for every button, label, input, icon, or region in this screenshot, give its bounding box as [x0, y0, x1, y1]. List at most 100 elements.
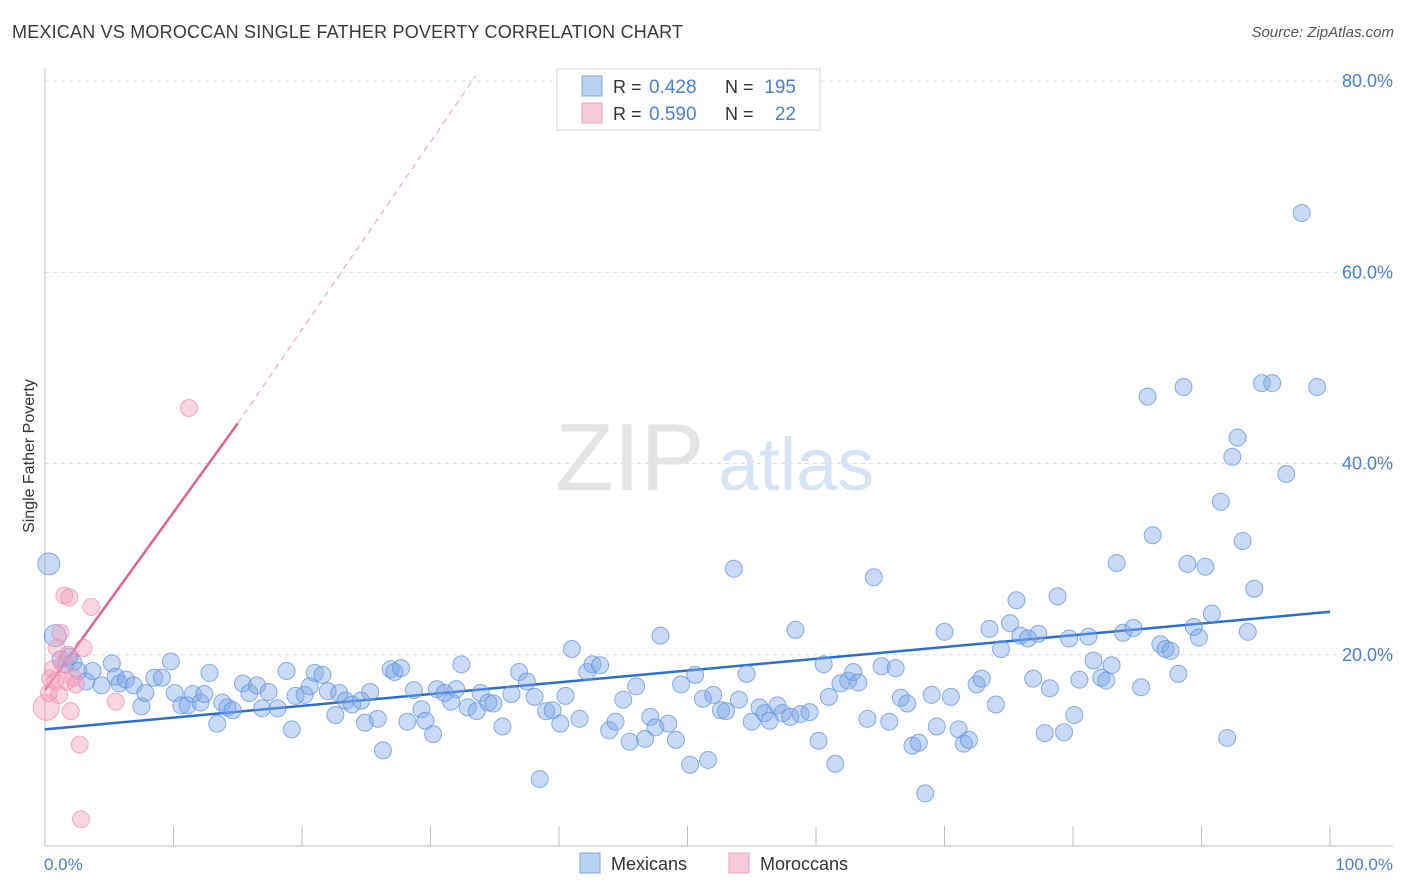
- mexicans-point: [1211, 492, 1230, 511]
- mexicans-point: [398, 712, 417, 731]
- mexicans-point: [233, 674, 252, 693]
- mexicans-point: [1138, 387, 1157, 406]
- mexicans-point: [1102, 656, 1121, 675]
- mexicans-point: [1174, 378, 1193, 396]
- mexicans-point: [1233, 531, 1252, 550]
- mexicans-point: [458, 698, 477, 717]
- legend-r-value-moroccans: 0.590: [649, 104, 697, 125]
- legend-swatch-mexicans: [581, 75, 603, 97]
- mexicans-point: [213, 693, 232, 712]
- mexicans-point: [1178, 554, 1197, 573]
- mexicans-point: [562, 640, 581, 659]
- legend-n-value-mexicans: 195: [764, 77, 796, 98]
- mexicans-point: [967, 675, 986, 694]
- legend-r-label-mexicans: R =: [613, 77, 642, 97]
- mexicans-point: [530, 770, 549, 789]
- legend-bottom-swatch-moroccans: [728, 852, 750, 874]
- mexicans-point: [1196, 557, 1215, 576]
- y-tick-label-40: 40.0%: [1342, 454, 1393, 474]
- legend-top: R = 0.428 N = 195 R = 0.590 N = 22: [556, 68, 821, 131]
- mexicans-point: [717, 702, 736, 721]
- moroccans-point: [53, 655, 72, 674]
- legend-n-value-moroccans: 22: [775, 104, 796, 125]
- mexicans-point: [551, 714, 570, 733]
- mexicans-point: [800, 703, 819, 722]
- mexicans-point: [268, 699, 287, 718]
- mexicans-point: [704, 685, 723, 704]
- mexicans-point: [208, 714, 227, 733]
- mexicans-point: [791, 705, 810, 724]
- mexicans-point: [136, 684, 155, 702]
- mexicans-point: [248, 676, 267, 695]
- mexicans-point: [1151, 635, 1170, 654]
- mexicans-point: [959, 730, 978, 749]
- mexicans-point: [1019, 629, 1038, 648]
- mexicans-point: [742, 712, 761, 731]
- mexicans-point: [83, 662, 102, 681]
- mexicans-point: [1097, 671, 1116, 690]
- mexicans-point: [809, 731, 828, 750]
- mexicans-point: [404, 681, 423, 700]
- mexicans-point: [941, 687, 960, 706]
- mexicans-point: [1263, 374, 1282, 393]
- mexicans-point: [986, 695, 1005, 714]
- mexicans-point: [1040, 679, 1059, 698]
- mexicans-point: [737, 664, 756, 683]
- y-tick-label-20: 20.0%: [1342, 645, 1393, 665]
- mexicans-point: [452, 655, 471, 674]
- mexicans-point: [525, 687, 544, 706]
- mexicans-point: [659, 714, 678, 733]
- mexicans-point: [391, 659, 410, 678]
- mexicans-point: [300, 677, 319, 696]
- mexicans-point: [1001, 614, 1020, 633]
- moroccans-point: [74, 639, 93, 658]
- mexicans-point: [368, 709, 387, 728]
- mexicans-point: [195, 684, 214, 703]
- mexicans-point: [1218, 728, 1237, 747]
- y-tick-label-80: 80.0%: [1342, 71, 1393, 91]
- mexicans-point: [295, 685, 314, 704]
- mexicans-point: [102, 654, 121, 673]
- mexicans-point: [1124, 618, 1143, 637]
- legend-bottom-label-moroccans: Moroccans: [760, 854, 848, 874]
- y-axis-title: Single Father Poverty: [21, 379, 38, 533]
- mexicans-point: [92, 676, 111, 695]
- mexicans-point: [583, 655, 602, 674]
- mexicans-point: [537, 702, 556, 721]
- mexicans-point: [218, 698, 237, 717]
- mexicans-point: [447, 680, 466, 699]
- mexicans-point: [479, 693, 498, 712]
- mexicans-point: [240, 684, 259, 702]
- mexicans-point: [373, 741, 392, 760]
- mexicans-point: [972, 669, 991, 688]
- mexicans-point: [872, 657, 891, 676]
- moroccans-point: [71, 810, 90, 829]
- x-tick-label-max: 100.0%: [1335, 855, 1393, 874]
- moroccans-point: [70, 735, 89, 754]
- moroccans-point: [60, 588, 79, 607]
- mexicans-point: [711, 701, 730, 720]
- mexicans-point: [145, 668, 164, 687]
- mexicans-point: [1084, 651, 1103, 670]
- mexicans-point: [858, 709, 877, 728]
- mexicans-point: [318, 682, 337, 701]
- mexicans-point: [1055, 723, 1074, 742]
- mexicans-point: [471, 684, 490, 702]
- legend-n-label-moroccans: N =: [725, 104, 754, 124]
- mexicans-point: [313, 665, 332, 684]
- moroccans-trend-extension: [237, 75, 476, 424]
- gridlines: [45, 80, 1393, 656]
- mexicans-point: [992, 640, 1011, 659]
- mexicans-point: [1228, 428, 1247, 447]
- legend-bottom-swatch-mexicans: [579, 852, 601, 874]
- legend-swatch-moroccans: [581, 102, 603, 124]
- mexicans-point: [620, 732, 639, 751]
- watermark-atlas: atlas: [718, 423, 874, 506]
- mexicans-point: [361, 683, 380, 702]
- mexicans-point: [1048, 587, 1067, 606]
- mexicans-point: [253, 699, 272, 718]
- mexicans-point: [1169, 664, 1188, 683]
- mexicans-point: [786, 620, 805, 639]
- mexicans-point: [1277, 465, 1296, 484]
